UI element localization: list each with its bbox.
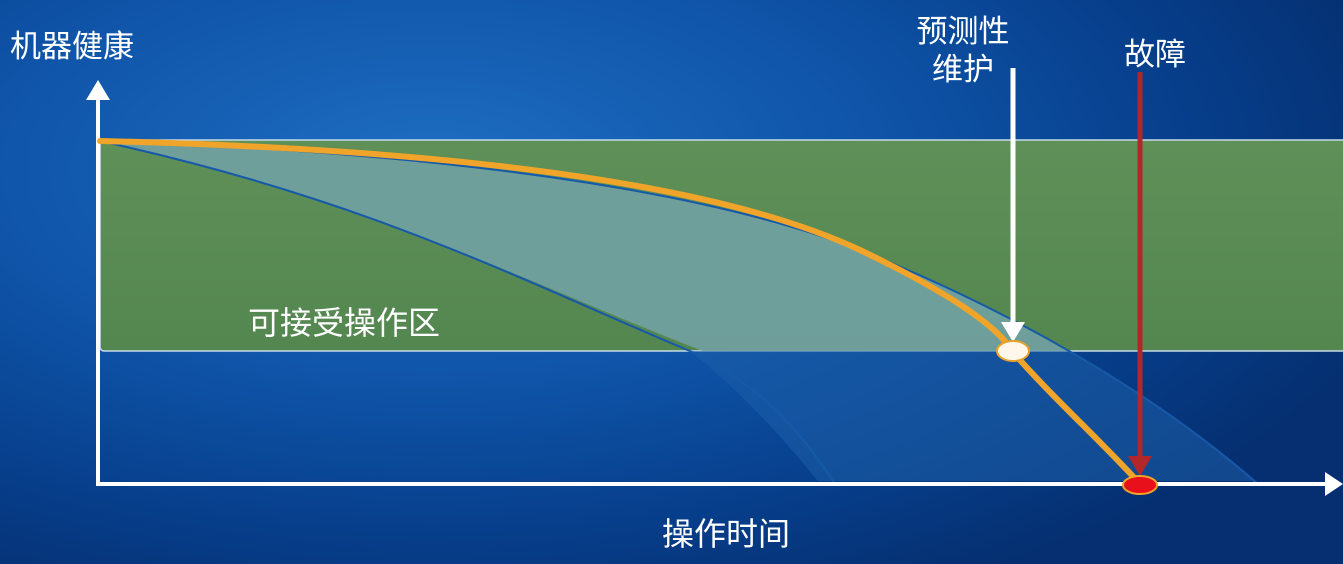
pm-point — [996, 340, 1030, 362]
degradation-band — [100, 141, 1070, 351]
y-axis-arrowhead — [86, 80, 110, 100]
x-axis-label: 操作时间 — [662, 515, 791, 553]
band-lower-edge — [99, 140, 836, 485]
x-axis-arrowhead — [1325, 472, 1343, 496]
predictive-maintenance-label-line1: 预测性 — [916, 14, 1010, 50]
predictive-maintenance-label: 预测性 维护 — [888, 14, 1038, 90]
failure-arrowhead — [1128, 456, 1152, 476]
failure-label: 故障 — [1124, 37, 1186, 73]
pm-arrowhead — [1001, 322, 1025, 342]
predictive-maintenance-label-line2: 维护 — [932, 51, 994, 88]
failure-point — [1122, 475, 1158, 495]
health-curve — [97, 138, 1143, 487]
degradation-band-lower — [690, 351, 1255, 481]
y-axis-label: 机器健康 — [10, 29, 134, 65]
acceptable-zone-label: 可接受操作区 — [248, 304, 441, 342]
